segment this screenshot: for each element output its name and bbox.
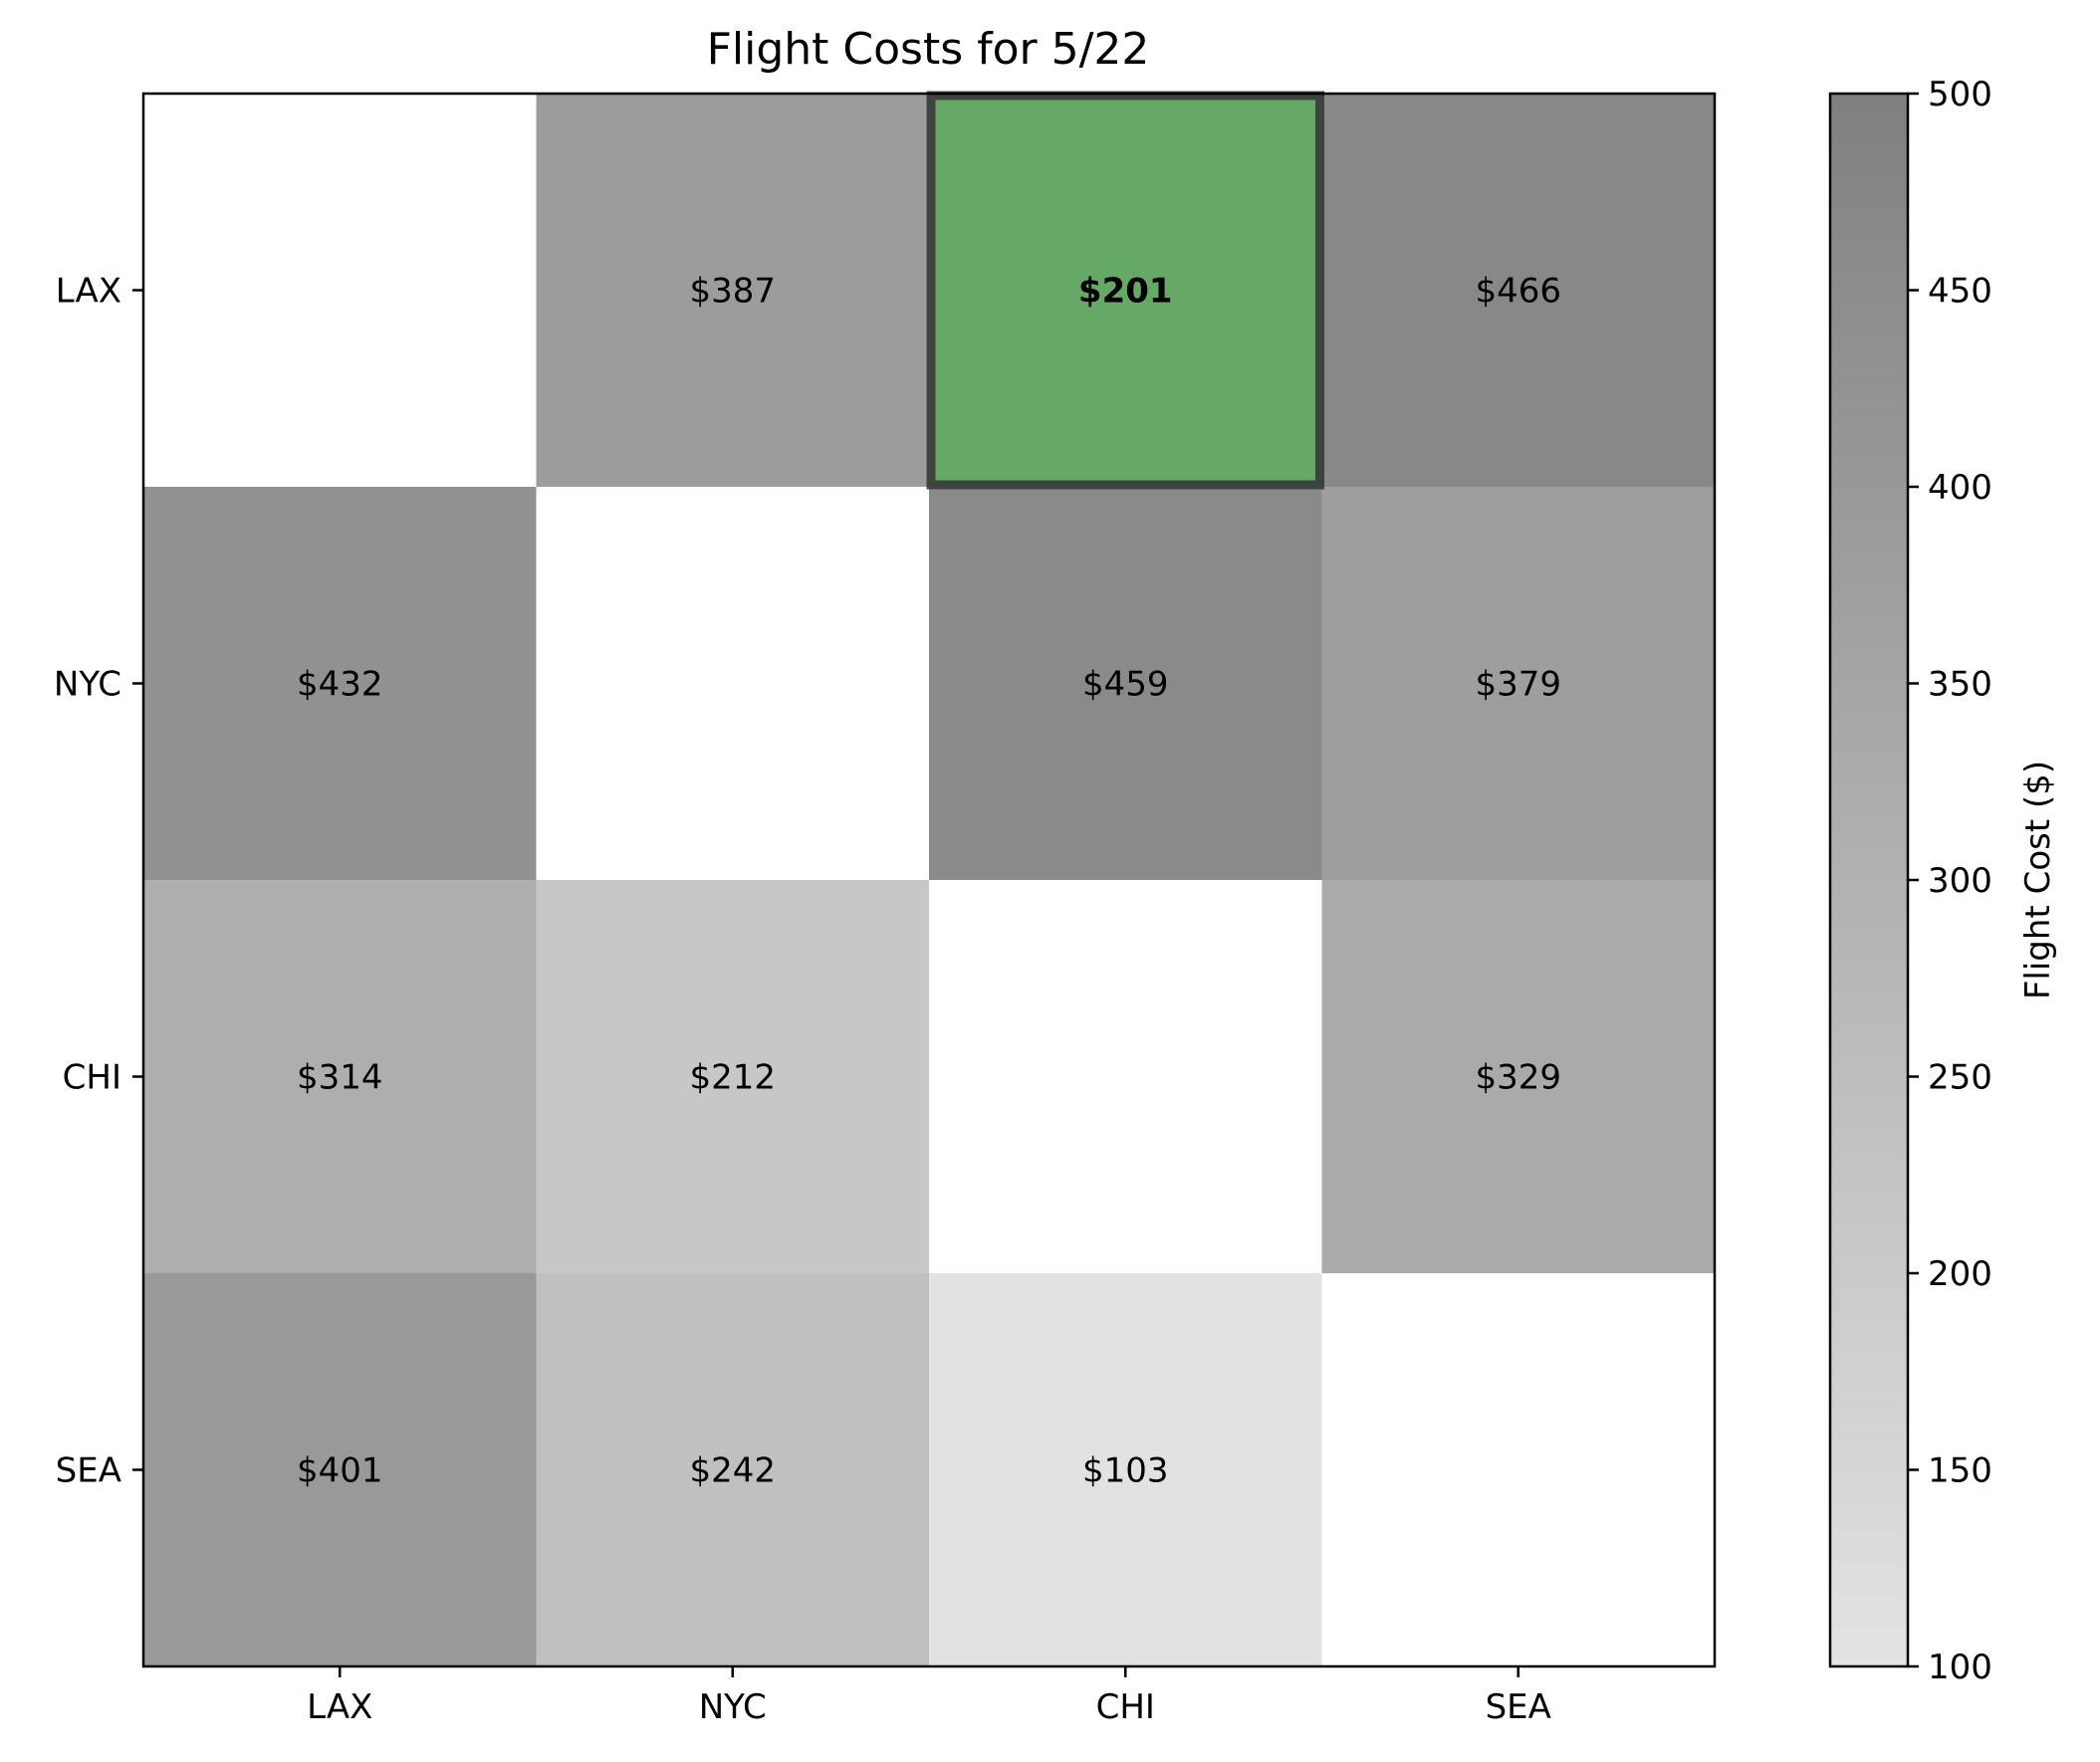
heatmap-cell-nyc-nyc bbox=[536, 487, 930, 881]
cell-value-label: $459 bbox=[1082, 665, 1169, 705]
x-tick-label: LAX bbox=[307, 1687, 372, 1727]
heatmap-cell-lax-nyc bbox=[536, 94, 930, 488]
highlight-layer bbox=[926, 91, 1324, 490]
cell-value-label: $212 bbox=[689, 1058, 776, 1098]
heatmap-cell-lax-lax bbox=[143, 94, 537, 488]
heatmap-cell-sea-nyc bbox=[536, 1273, 930, 1667]
plot-frame bbox=[141, 92, 1717, 1668]
cell-value-label: $387 bbox=[689, 272, 776, 312]
heatmap-cell-nyc-chi bbox=[929, 487, 1322, 881]
heatmap-cells bbox=[143, 94, 1716, 1667]
cell-value-label: $432 bbox=[297, 665, 383, 705]
colorbar-tick-label: 500 bbox=[1928, 75, 1992, 114]
y-tick-label: NYC bbox=[54, 665, 121, 705]
cell-value-label: $201 bbox=[1078, 272, 1173, 312]
x-tick-label: CHI bbox=[1096, 1687, 1155, 1727]
y-axis: LAX NYC CHI SEA bbox=[54, 272, 143, 1491]
colorbar-tick-label: 450 bbox=[1928, 272, 1992, 312]
colorbar-tick-label: 150 bbox=[1928, 1451, 1992, 1491]
cell-value-label: $379 bbox=[1475, 665, 1561, 705]
chart-title: Flight Costs for 5/22 bbox=[707, 24, 1150, 75]
heatmap-cell-nyc-lax bbox=[143, 487, 537, 881]
heatmap-cell-labels: $387 $201 $466 $432 $459 $379 $314 $212 $329 $401… bbox=[297, 272, 1561, 1491]
cell-value-label: $466 bbox=[1475, 272, 1561, 312]
colorbar-tick-label: 100 bbox=[1928, 1648, 1992, 1687]
x-tick-label: NYC bbox=[699, 1687, 767, 1727]
colorbar-ticks: 100 150 200 250 300 350 400 450 500 bbox=[1908, 75, 1992, 1687]
heatmap-cell-chi-lax bbox=[143, 880, 537, 1274]
heatmap-cell-chi-nyc bbox=[536, 880, 930, 1274]
cell-value-label: $401 bbox=[297, 1451, 383, 1491]
cell-value-label: $314 bbox=[297, 1058, 383, 1098]
heatmap-cell-nyc-sea bbox=[1321, 487, 1716, 881]
colorbar-label: Flight Cost ($) bbox=[2018, 761, 2058, 999]
y-tick-label: SEA bbox=[56, 1451, 121, 1491]
highlight-border bbox=[926, 91, 1324, 490]
heatmap-cell-sea-sea bbox=[1321, 1273, 1716, 1667]
colorbar-tick-label: 300 bbox=[1928, 861, 1992, 901]
cell-value-label: $103 bbox=[1082, 1451, 1169, 1491]
x-axis: LAX NYC CHI SEA bbox=[307, 1666, 1551, 1727]
cell-value-label: $242 bbox=[689, 1451, 776, 1491]
x-tick-label: SEA bbox=[1486, 1687, 1551, 1727]
heatmap-cell-chi-sea bbox=[1321, 880, 1716, 1274]
colorbar-tick-label: 250 bbox=[1928, 1058, 1992, 1098]
heatmap-cell-sea-lax bbox=[143, 1273, 537, 1667]
y-tick-label: CHI bbox=[63, 1058, 121, 1098]
heatmap-cell-chi-chi bbox=[929, 880, 1322, 1274]
colorbar-tick-label: 200 bbox=[1928, 1254, 1992, 1294]
colorbar bbox=[1828, 92, 1910, 1668]
heatmap-cell-lax-sea bbox=[1321, 94, 1716, 488]
cell-value-label: $329 bbox=[1475, 1058, 1561, 1098]
y-tick-label: LAX bbox=[56, 272, 121, 312]
colorbar-tick-label: 350 bbox=[1928, 665, 1992, 705]
heatmap-cell-lax-chi bbox=[929, 94, 1322, 488]
heatmap-cell-sea-chi bbox=[929, 1273, 1322, 1667]
colorbar-tick-label: 400 bbox=[1928, 468, 1992, 508]
